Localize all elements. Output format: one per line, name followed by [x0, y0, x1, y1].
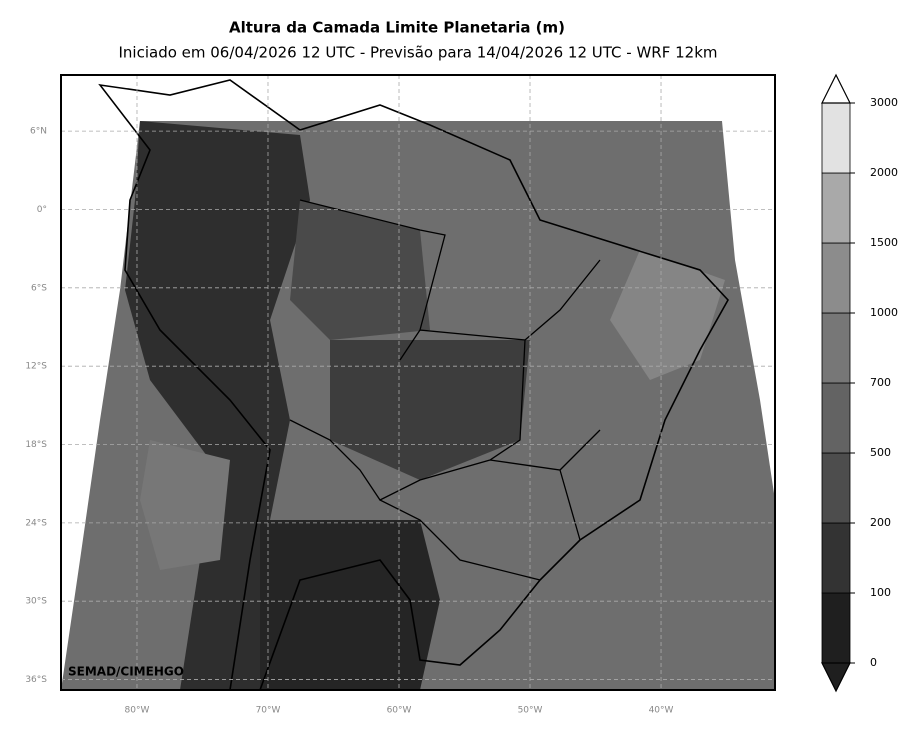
colorbar-band	[821, 242, 851, 314]
y-tick-label: 30°S	[25, 597, 47, 607]
colorbar-label: 0	[870, 656, 877, 669]
colorbar-label: 2000	[870, 166, 898, 179]
x-tick-label: 70°W	[256, 706, 281, 716]
map-frame	[60, 74, 776, 691]
colorbar-band	[821, 592, 851, 664]
light-region	[610, 250, 725, 380]
colorbar-band	[821, 522, 851, 594]
colorbar-label: 500	[870, 446, 891, 459]
extend-min	[821, 662, 851, 693]
colorbar-label: 200	[870, 516, 891, 529]
colorbar-label: 700	[870, 376, 891, 389]
mid-region	[330, 340, 530, 480]
colorbar-label: 100	[870, 586, 891, 599]
light-region	[140, 440, 230, 570]
colorbar: 0 100 200 500 700 1000 1500 2000 3000	[821, 73, 898, 693]
x-tick-label: 50°W	[518, 706, 543, 716]
colorbar-label: 1000	[870, 306, 898, 319]
colorbar-band	[821, 382, 851, 454]
y-tick-label: 0°	[37, 205, 47, 215]
colorbar-band	[821, 312, 851, 384]
colorbar-band	[821, 452, 851, 524]
graticule	[61, 75, 775, 690]
x-tick-label: 80°W	[125, 706, 150, 716]
y-tick-label: 12°S	[25, 362, 47, 372]
dark-region	[260, 520, 440, 690]
mid-region	[290, 200, 430, 340]
x-tick-label: 40°W	[649, 706, 674, 716]
colorbar-band	[821, 102, 851, 174]
coastline	[98, 79, 729, 690]
map-field	[61, 79, 775, 690]
y-tick-label: 36°S	[25, 675, 47, 685]
y-tick-label: 24°S	[25, 518, 47, 528]
subtitle: Iniciado em 06/04/2026 12 UTC - Previsão…	[118, 44, 717, 62]
colorbar-label: 1500	[870, 236, 898, 249]
credit: SEMAD/CIMEHGO	[68, 665, 184, 679]
y-tick-label: 6°N	[30, 127, 47, 137]
borders	[289, 199, 601, 581]
x-tick-label: 60°W	[387, 706, 412, 716]
extend-max	[821, 73, 851, 104]
title: Altura da Camada Limite Planetaria (m)	[229, 19, 565, 37]
colorbar-band	[821, 172, 851, 244]
colorbar-label: 3000	[870, 96, 898, 109]
y-tick-label: 6°S	[31, 283, 47, 293]
y-tick-label: 18°S	[25, 440, 47, 450]
